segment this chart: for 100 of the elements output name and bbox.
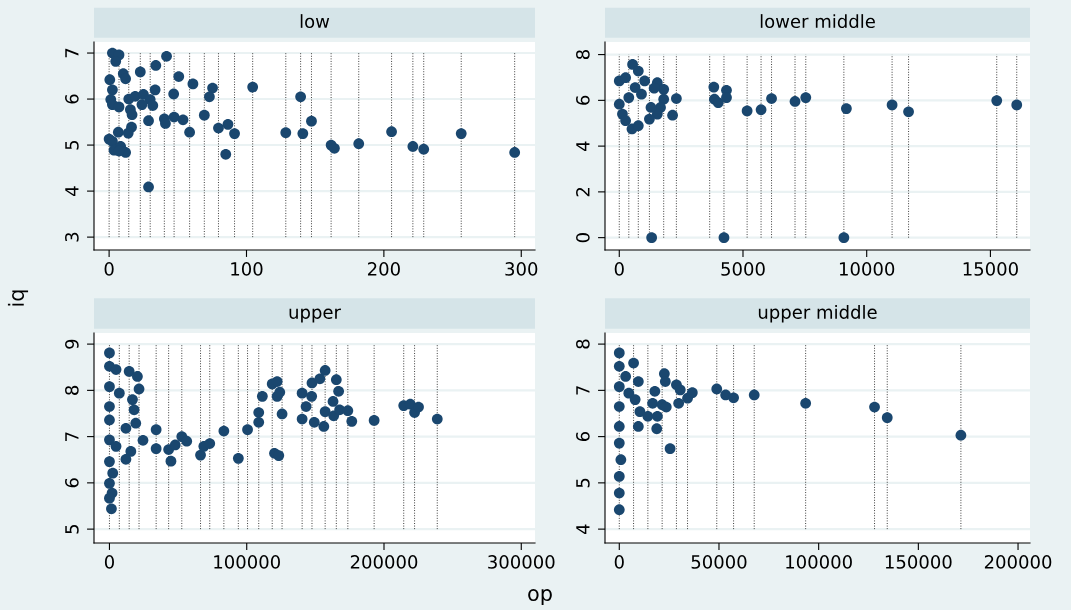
- point: [642, 410, 654, 422]
- point: [741, 105, 753, 117]
- point: [613, 401, 625, 412]
- x-tick-label: 150000: [885, 555, 952, 569]
- point: [629, 82, 641, 93]
- y-tick-label: 5: [576, 478, 590, 488]
- point: [673, 397, 685, 409]
- x-tick-label: 50000: [691, 555, 747, 569]
- chart-title: upper: [289, 308, 341, 323]
- point: [627, 59, 638, 70]
- y-tick-label: 4: [65, 186, 79, 196]
- point: [649, 385, 661, 397]
- point: [620, 72, 631, 84]
- y-tick-label: 0: [576, 233, 590, 243]
- point: [652, 410, 663, 422]
- point: [686, 387, 698, 399]
- point: [658, 83, 670, 95]
- point: [628, 357, 639, 369]
- point: [613, 421, 625, 432]
- chart-title: upper middle: [758, 304, 877, 323]
- point: [613, 487, 625, 499]
- y-tick-label: 6: [576, 95, 590, 105]
- point: [632, 421, 644, 432]
- y-tick-label: 4: [576, 141, 590, 151]
- y-tick-label: 7: [65, 432, 79, 441]
- x-tick-label: 15000: [963, 262, 1018, 276]
- y-tick-label: 5: [65, 524, 79, 534]
- x-tick-label: 100: [231, 262, 263, 276]
- x-tick-label: 0: [104, 262, 114, 276]
- x-tick-label: 200000: [984, 555, 1052, 569]
- point: [613, 347, 625, 359]
- point: [615, 454, 627, 466]
- y-tick-label: 2: [576, 187, 590, 197]
- point: [728, 392, 739, 404]
- point: [755, 104, 767, 116]
- point: [648, 82, 660, 94]
- y-tick-label: 4: [576, 524, 590, 534]
- point: [613, 471, 625, 482]
- point: [903, 106, 914, 118]
- x-tick-label: 300000: [488, 555, 555, 569]
- point: [712, 97, 724, 109]
- point: [841, 103, 852, 114]
- y-tick-label: 6: [65, 478, 79, 488]
- point: [886, 99, 898, 111]
- point: [881, 412, 893, 424]
- x-tick-label: 5000: [721, 262, 765, 276]
- point: [613, 381, 625, 393]
- point: [629, 394, 641, 405]
- point: [651, 423, 663, 435]
- x-tick-label: 200: [367, 262, 400, 276]
- point: [667, 109, 678, 121]
- point: [646, 232, 658, 244]
- x-tick-label: 100000: [786, 555, 852, 569]
- point: [1011, 99, 1023, 111]
- x-tick-label: 200000: [350, 555, 418, 569]
- point: [800, 397, 812, 409]
- point: [869, 401, 880, 413]
- point: [613, 437, 625, 449]
- x-tick-label: 10000: [839, 262, 895, 276]
- y-tick-label: 8: [65, 385, 79, 395]
- y-tick-label: 3: [65, 232, 79, 242]
- y-tick-label: 9: [65, 339, 79, 349]
- x-tick-label: 300: [505, 262, 538, 276]
- point: [664, 443, 676, 455]
- x-tick-label: 100000: [214, 555, 280, 569]
- point: [634, 406, 646, 418]
- y-axis-title: iq: [7, 290, 29, 306]
- point: [991, 95, 1003, 106]
- point: [789, 96, 801, 107]
- point: [711, 383, 723, 395]
- chart-title: low: [300, 14, 330, 29]
- point: [644, 113, 655, 125]
- y-tick-label: 8: [576, 339, 590, 349]
- point: [613, 504, 625, 516]
- y-tick-label: 7: [576, 386, 590, 395]
- y-tick-label: 7: [65, 48, 79, 58]
- y-tick-label: 6: [65, 94, 79, 104]
- point: [671, 93, 682, 104]
- point: [623, 92, 635, 103]
- point: [708, 81, 720, 93]
- x-tick-label: 0: [614, 262, 624, 276]
- x-tick-label: 0: [614, 555, 624, 569]
- point: [613, 360, 625, 372]
- y-tick-label: 8: [576, 50, 590, 60]
- point: [647, 397, 658, 409]
- point: [620, 371, 632, 382]
- point: [718, 232, 730, 244]
- point: [659, 376, 671, 387]
- y-tick-label: 6: [576, 432, 590, 442]
- point: [620, 115, 631, 127]
- point: [674, 384, 686, 396]
- point: [838, 232, 850, 244]
- point: [955, 429, 967, 441]
- point: [613, 98, 625, 110]
- point: [636, 88, 647, 100]
- point: [639, 75, 651, 87]
- x-tick-label: 0: [104, 555, 114, 569]
- y-tick-label: 5: [65, 140, 79, 150]
- point: [721, 92, 732, 103]
- point: [632, 376, 644, 387]
